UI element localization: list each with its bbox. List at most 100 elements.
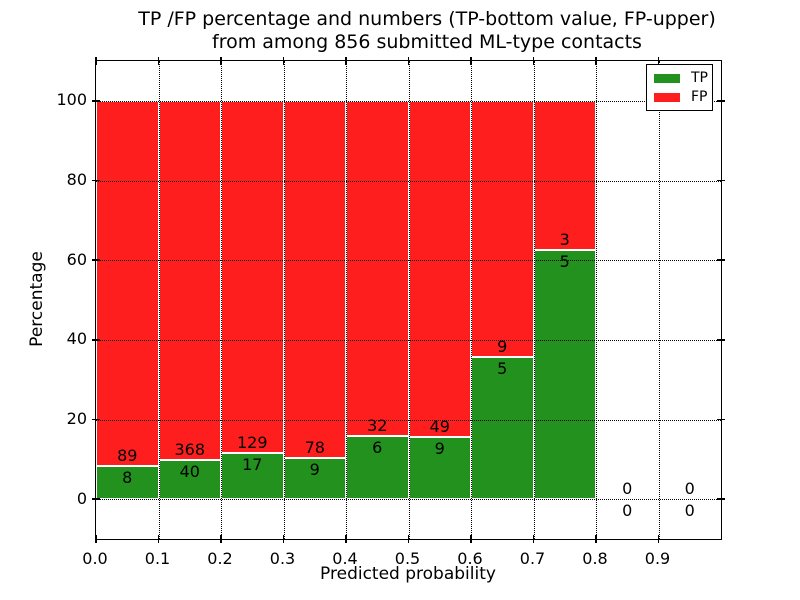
- legend-item-tp: TP: [647, 69, 712, 88]
- bar-count-label-fp: 49: [429, 417, 450, 437]
- bar-count-label-fp: 9: [497, 336, 508, 356]
- y-tick-label: 20: [66, 409, 87, 428]
- x-tick-mark-top: [345, 57, 347, 65]
- bar-count-label-tp: 5: [559, 252, 570, 272]
- gridline-vertical: [283, 61, 285, 539]
- bar-tp: [533, 250, 596, 500]
- bar-fp: [283, 100, 346, 458]
- y-tick-label: 0: [76, 488, 87, 508]
- x-tick-mark: [657, 535, 660, 543]
- x-tick-mark: [95, 535, 97, 543]
- y-tick-mark-right: [717, 498, 725, 500]
- legend-label-fp: FP: [691, 89, 708, 105]
- tp-color-swatch: [654, 74, 680, 83]
- x-tick-label: 0.5: [394, 549, 421, 568]
- x-tick-mark-top: [470, 57, 472, 65]
- x-tick-mark: [282, 535, 285, 543]
- x-tick-mark: [532, 535, 535, 543]
- bar-fp: [408, 100, 471, 438]
- bar-count-label-tp: 17: [242, 454, 263, 474]
- x-tick-label: 0.3: [269, 549, 296, 568]
- x-tick-mark: [595, 535, 597, 543]
- y-tick-mark: [92, 259, 100, 261]
- y-tick-mark: [92, 418, 100, 421]
- x-tick-mark-top: [220, 57, 222, 65]
- x-tick-mark-top: [657, 57, 660, 65]
- x-tick-label: 0.4: [332, 549, 358, 568]
- x-tick-mark: [220, 535, 222, 543]
- y-tick-label: 60: [66, 249, 87, 269]
- x-tick-mark: [345, 535, 347, 543]
- bar-count-label-tp: 0: [622, 501, 633, 521]
- bar-tp: [408, 437, 471, 500]
- gridline-vertical: [408, 61, 410, 539]
- x-tick-mark: [407, 535, 410, 543]
- y-tick-mark: [92, 339, 100, 341]
- bar-tp: [471, 356, 534, 500]
- bar-fp: [346, 100, 409, 437]
- y-tick-mark: [92, 100, 100, 102]
- gridline-vertical: [221, 61, 222, 539]
- bar-fp: [96, 100, 159, 467]
- bar-count-label-tp: 9: [309, 459, 320, 479]
- y-tick-mark-right: [717, 179, 725, 182]
- gridline-vertical: [471, 61, 472, 539]
- bar-count-label-tp: 9: [434, 439, 445, 459]
- bar-tp: [283, 457, 346, 500]
- x-axis-label: Predicted probability: [320, 564, 496, 584]
- x-tick-mark: [157, 535, 160, 543]
- bar-count-label-tp: 0: [684, 501, 695, 521]
- bar-count-label-tp: 6: [372, 438, 383, 458]
- chart-title-line2: from among 856 submitted ML-type contact…: [212, 31, 642, 53]
- x-tick-label: 0.0: [82, 549, 108, 568]
- legend-label-tp: TP: [691, 70, 708, 86]
- bar-count-label-fp: 3: [559, 230, 570, 250]
- gridline-vertical: [658, 61, 660, 539]
- y-tick-mark: [92, 179, 100, 182]
- legend-item-fp: FP: [647, 88, 712, 107]
- x-tick-mark-top: [532, 57, 535, 65]
- x-tick-mark-top: [282, 57, 285, 65]
- bar-count-label-tp: 40: [179, 462, 200, 482]
- x-tick-mark-top: [157, 57, 160, 65]
- gridline-vertical: [346, 61, 347, 539]
- bar-fp: [471, 100, 534, 357]
- bar-tp: [96, 466, 159, 500]
- bar-fp: [221, 100, 284, 453]
- bar-count-label-fp: 89: [117, 446, 138, 466]
- x-tick-label: 0.6: [457, 549, 483, 568]
- x-tick-label: 0.7: [519, 549, 546, 568]
- bar-count-label-fp: 32: [367, 416, 388, 436]
- y-tick-mark-right: [717, 259, 725, 261]
- bar-count-label-fp: 78: [304, 437, 325, 457]
- bar-fp: [533, 100, 596, 251]
- chart-title: TP /FP percentage and numbers (TP-bottom…: [138, 8, 716, 54]
- plot-area: 89 8 368 40 129 17 78 9 32 6 49 9 9 5 3 5 0 0 0 0: [92, 57, 725, 543]
- gridline-vertical: [158, 61, 160, 539]
- y-tick-label: 40: [66, 329, 87, 349]
- bar-count-label-tp: 5: [497, 358, 508, 378]
- bar-count-label-fp: 0: [684, 479, 695, 499]
- y-tick-mark-right: [717, 339, 725, 341]
- bar-fp: [158, 100, 221, 461]
- y-tick-mark: [92, 498, 100, 500]
- bar-count-label-fp: 368: [174, 440, 206, 460]
- chart-title-line1: TP /FP percentage and numbers (TP-bottom…: [138, 8, 716, 30]
- x-tick-mark: [470, 535, 472, 543]
- x-tick-mark-top: [595, 57, 597, 65]
- y-tick-label: 80: [66, 170, 87, 189]
- y-tick-label: 100: [56, 90, 87, 110]
- bar-tp: [158, 460, 221, 500]
- bar-count-label-fp: 0: [622, 479, 633, 499]
- bar-count-label-fp: 129: [236, 432, 268, 452]
- x-tick-label: 0.9: [644, 549, 671, 568]
- gridline-vertical: [533, 61, 535, 539]
- bar-count-label-tp: 8: [122, 468, 133, 488]
- x-tick-mark-top: [95, 57, 97, 65]
- x-tick-label: 0.2: [207, 549, 233, 568]
- fp-color-swatch: [654, 93, 680, 102]
- y-tick-mark-right: [717, 418, 725, 421]
- x-tick-label: 0.1: [144, 549, 171, 568]
- x-tick-label: 0.8: [582, 549, 608, 568]
